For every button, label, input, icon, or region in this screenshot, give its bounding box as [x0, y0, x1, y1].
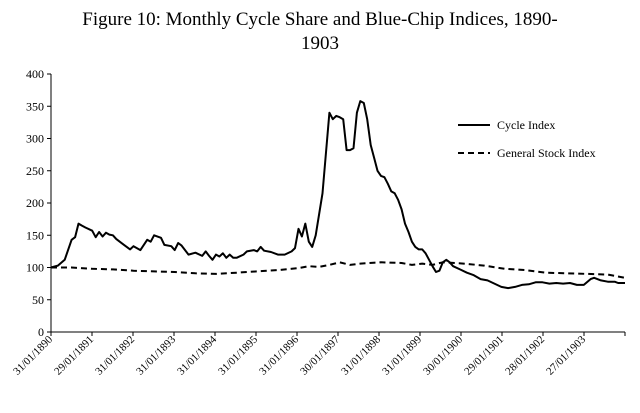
x-tick-label: 30/01/1900	[421, 333, 465, 377]
x-tick-label: 29/01/1901	[462, 334, 506, 378]
y-tick-label: 200	[26, 196, 44, 210]
y-tick-label: 300	[26, 132, 44, 146]
legend-label: Cycle Index	[497, 118, 555, 132]
y-tick-label: 0	[38, 325, 44, 339]
y-tick-label: 400	[26, 67, 44, 81]
y-tick-label: 150	[26, 228, 44, 242]
x-tick-label: 31/01/1893	[134, 333, 178, 377]
y-tick-label: 250	[26, 164, 44, 178]
axes	[50, 74, 625, 333]
x-tick-label: 27/01/1903	[544, 333, 588, 377]
general-stock-index-line	[51, 261, 626, 279]
cycle-index-line	[50, 100, 625, 290]
chart-title: Figure 10: Monthly Cycle Share and Blue-…	[0, 8, 640, 56]
x-tick-label: 31/01/1894	[175, 333, 219, 377]
chart-title-line-2: 1903	[301, 33, 339, 54]
y-tick-label: 100	[26, 261, 44, 275]
x-tick-label: 31/01/1892	[93, 334, 137, 378]
x-tick-label: 31/01/1896	[257, 333, 301, 377]
legend: Cycle Index General Stock Index	[458, 118, 596, 160]
x-tick-label: 28/01/1902	[503, 334, 547, 378]
chart-title-line-1: Figure 10: Monthly Cycle Share and Blue-…	[82, 9, 558, 30]
x-tick-label: 30/01/1897	[298, 333, 342, 377]
y-tick-label: 350	[26, 99, 44, 113]
y-tick-label: 50	[32, 293, 44, 307]
x-tick-label: 31/01/1895	[216, 333, 260, 377]
series-lines	[50, 100, 626, 290]
y-axis-ticks: 0 50 100 150 200 250 300 350 400	[26, 67, 51, 339]
x-axis-ticks: 31/01/189029/01/189131/01/189231/01/1893…	[11, 332, 626, 378]
x-tick-label: 31/01/1899	[380, 333, 424, 377]
x-tick-label: 31/01/1898	[339, 333, 383, 377]
x-tick-label: 29/01/1891	[52, 334, 96, 378]
x-tick-label: 31/01/1890	[11, 333, 55, 377]
legend-label: General Stock Index	[497, 146, 596, 160]
